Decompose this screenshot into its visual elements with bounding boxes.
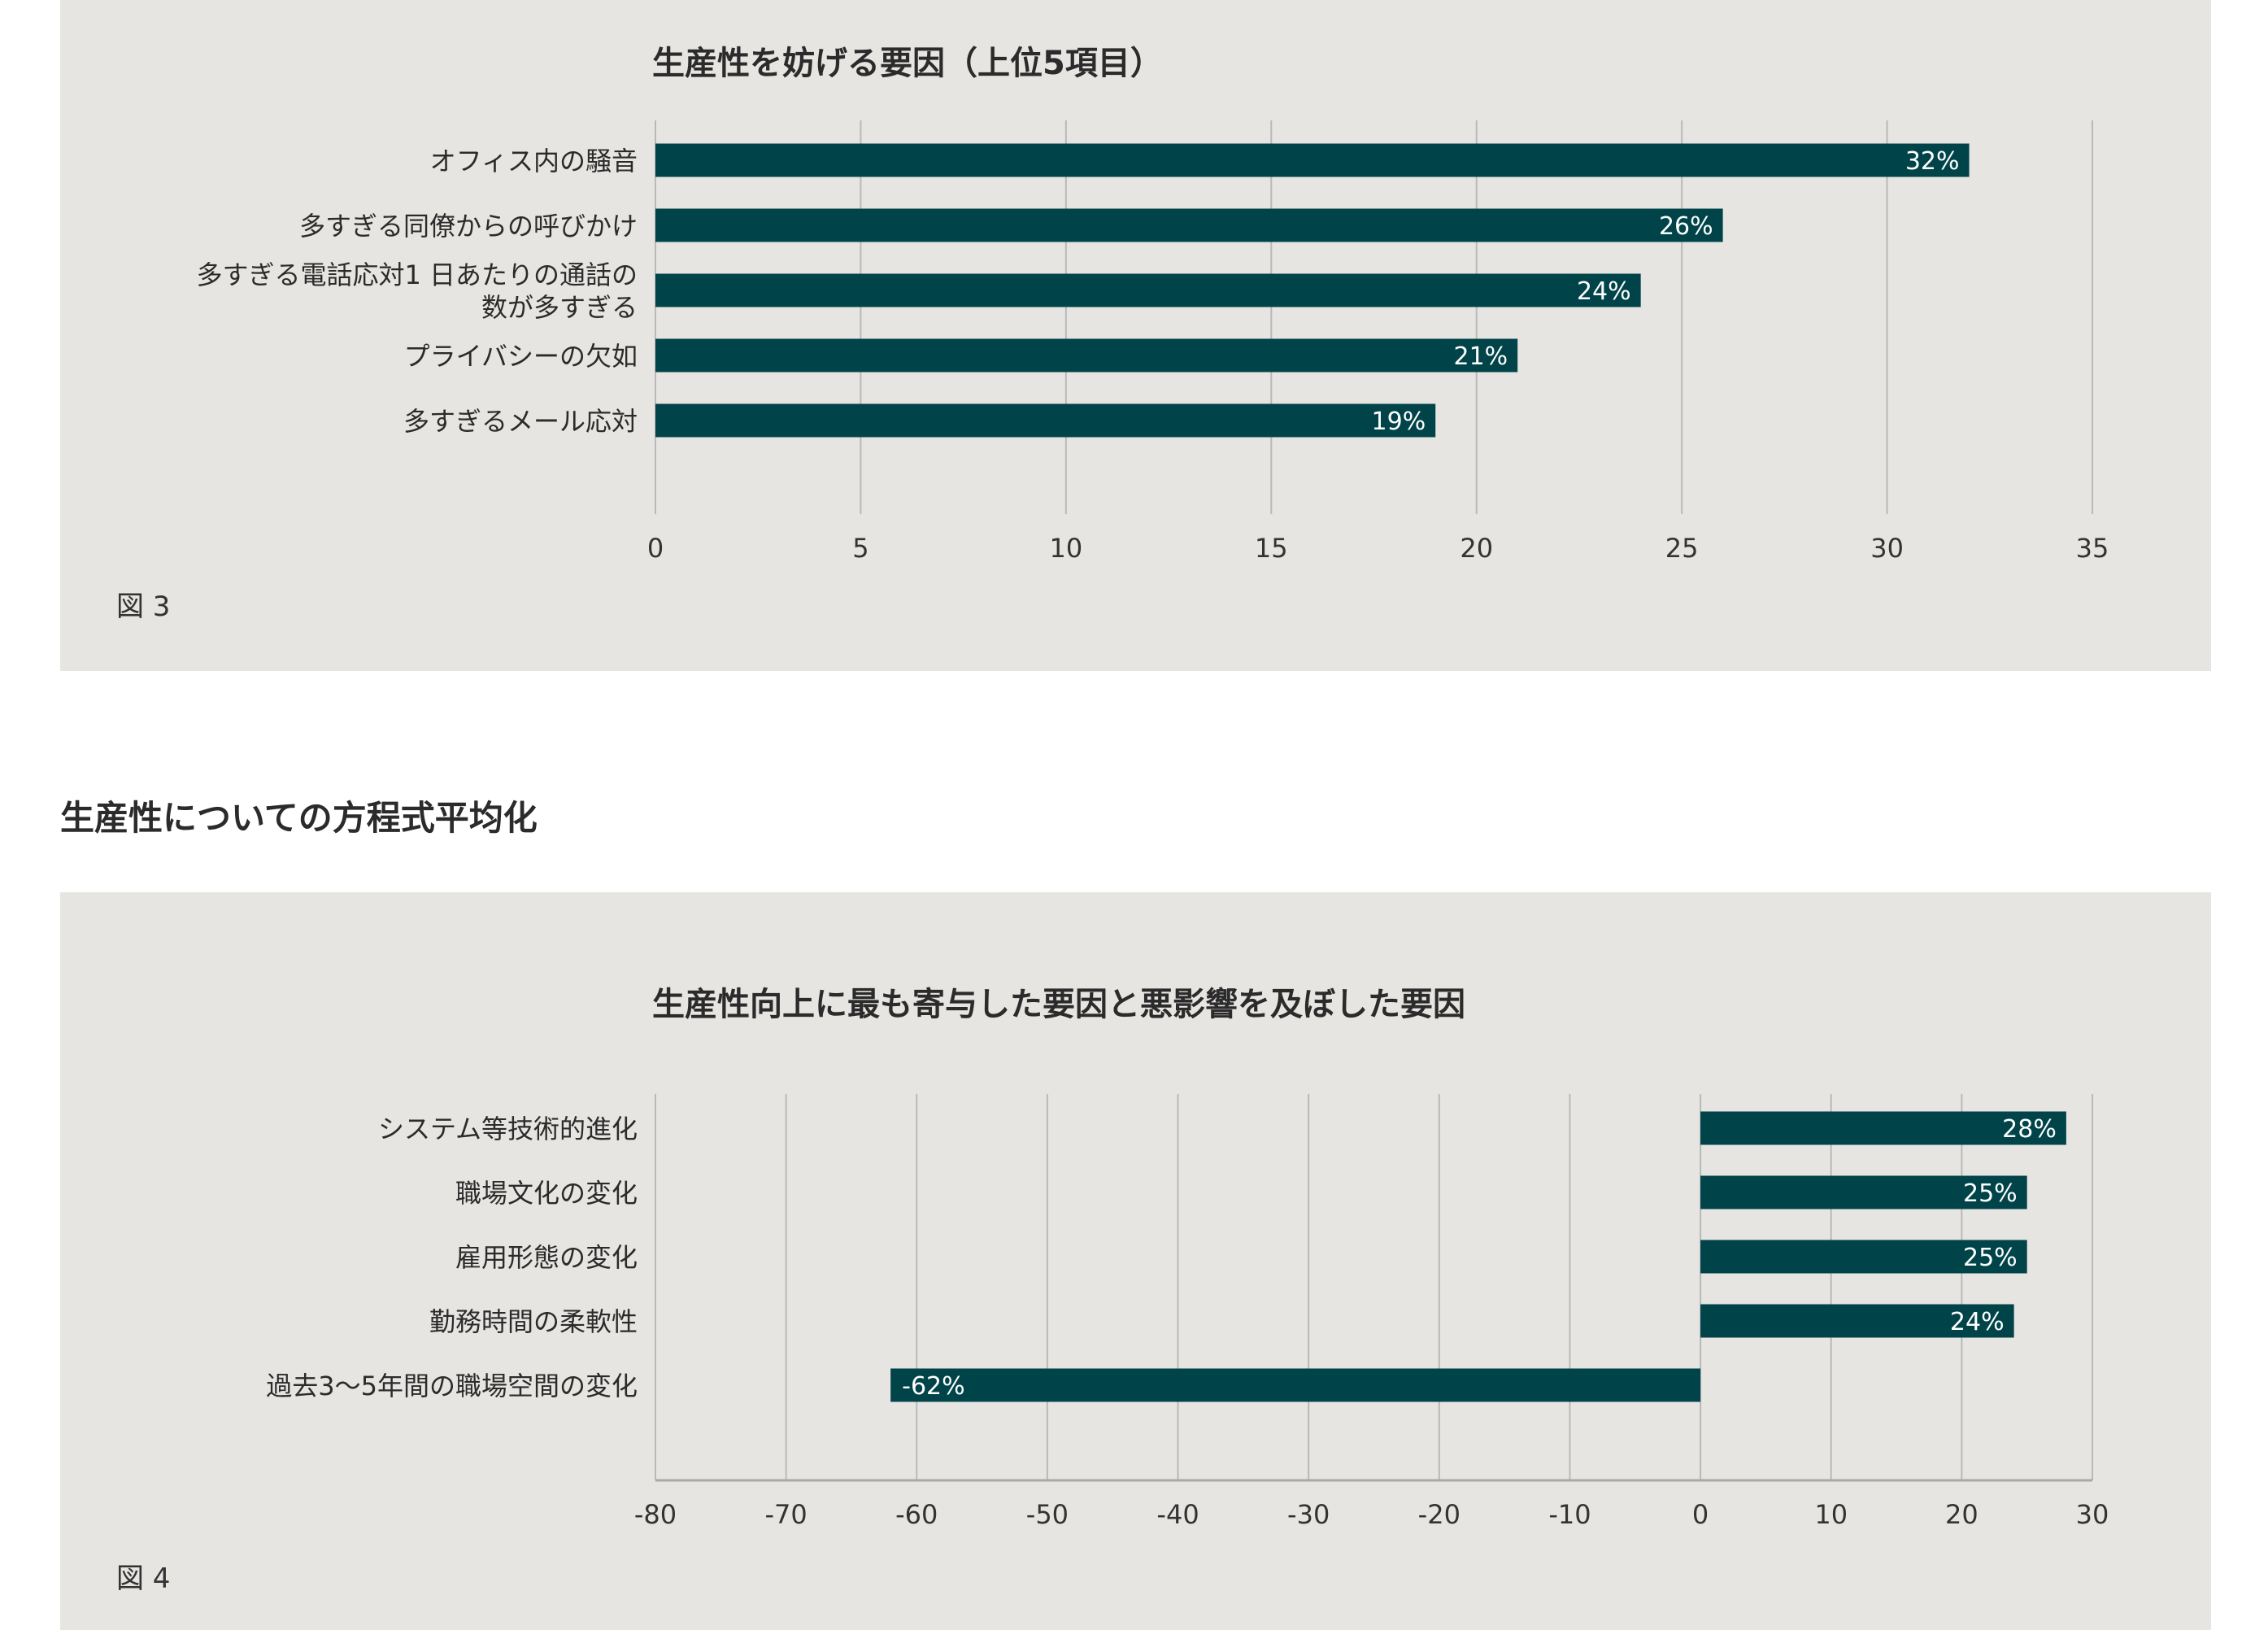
- x-tick-label: -20: [1418, 1499, 1460, 1530]
- chart-panel-figure-3: 生産性を妨げる要因（上位5項目） 0 5 10 15 20 25 30 35 32% オフィス内の…: [60, 0, 2211, 671]
- bar: [1700, 1240, 2027, 1274]
- bar-value-label: 25%: [1963, 1244, 2018, 1272]
- x-tick-label: 20: [1945, 1499, 1979, 1530]
- figure-caption: 図 3: [116, 591, 171, 623]
- chart-title: 生産性向上に最も寄与した要因と悪影響を及ぼした要因: [652, 986, 1465, 1023]
- chart-title: 生産性を妨げる要因（上位5項目）: [652, 45, 1163, 82]
- x-tick-label: -40: [1156, 1499, 1199, 1530]
- bar: [655, 208, 1723, 242]
- category-label: 職場文化の変化: [455, 1178, 638, 1209]
- bar-value-label: 24%: [1950, 1308, 2005, 1336]
- category-label: オフィス内の騒音: [430, 146, 638, 177]
- bar-value-label: 32%: [1905, 147, 1960, 176]
- bar: [1700, 1175, 2027, 1209]
- bar-value-label: 28%: [2002, 1115, 2057, 1144]
- x-tick-label: 30: [1870, 533, 1904, 564]
- x-tick-label: -80: [634, 1499, 677, 1530]
- x-tick-label: 10: [1049, 533, 1082, 564]
- category-label: 雇用形態の変化: [455, 1242, 638, 1273]
- x-tick-label: -50: [1026, 1499, 1069, 1530]
- bar: [1700, 1111, 2066, 1145]
- category-label: プライバシーの欠如: [404, 341, 638, 372]
- bar-value-label: 24%: [1577, 277, 1631, 306]
- bar: [655, 403, 1436, 438]
- bar: [655, 273, 1641, 307]
- bar-value-label: -62%: [902, 1372, 965, 1401]
- x-tick-label: 30: [2076, 1499, 2109, 1530]
- x-tick-label: -70: [765, 1499, 808, 1530]
- bar-value-label: 19%: [1372, 408, 1426, 436]
- section-heading: 生産性についての方程式平均化: [60, 798, 538, 838]
- x-tick-label: -60: [895, 1499, 938, 1530]
- category-label: システム等技術的進化: [378, 1114, 638, 1144]
- x-tick-label: 0: [647, 533, 664, 564]
- chart-panel-figure-4: 生産性向上に最も寄与した要因と悪影響を及ぼした要因 -80 -70 -60 -50 -4…: [60, 892, 2211, 1630]
- bar-value-label: 26%: [1659, 212, 1713, 241]
- figure-caption: 図 4: [116, 1562, 171, 1595]
- category-label: 過去3〜5年間の職場空間の変化: [266, 1371, 638, 1401]
- bar: [890, 1368, 1701, 1402]
- bar-chart-figure-3: 0 5 10 15 20 25 30 35 32% オフィス内の騒音 26% 多すぎる同僚からの呼びか…: [196, 120, 2109, 564]
- bar-chart-figure-4: -80 -70 -60 -50 -40 -30 -20 -10 0 10 20 30 28% システム等技…: [266, 1094, 2109, 1530]
- bar-value-label: 21%: [1454, 342, 1508, 371]
- bar-value-label: 25%: [1963, 1179, 2018, 1208]
- x-tick-label: 5: [852, 533, 868, 564]
- x-tick-label: 25: [1665, 533, 1699, 564]
- x-tick-label: 10: [1814, 1499, 1848, 1530]
- x-tick-label: 20: [1460, 533, 1493, 564]
- x-tick-label: 35: [2076, 533, 2109, 564]
- bar: [1700, 1304, 2014, 1338]
- x-tick-label: 15: [1255, 533, 1288, 564]
- category-label: 多すぎる同僚からの呼びかけ: [299, 211, 638, 242]
- category-label: 多すぎる電話応対1 日あたりの通話の数が多すぎる: [196, 259, 638, 323]
- bar: [655, 143, 1970, 177]
- x-tick-label: 0: [1692, 1499, 1709, 1530]
- x-tick-label: -10: [1548, 1499, 1591, 1530]
- category-label: 多すぎるメール応対: [403, 406, 638, 437]
- category-label: 勤務時間の柔軟性: [429, 1306, 638, 1337]
- x-tick-label: -30: [1287, 1499, 1330, 1530]
- bar: [655, 338, 1518, 373]
